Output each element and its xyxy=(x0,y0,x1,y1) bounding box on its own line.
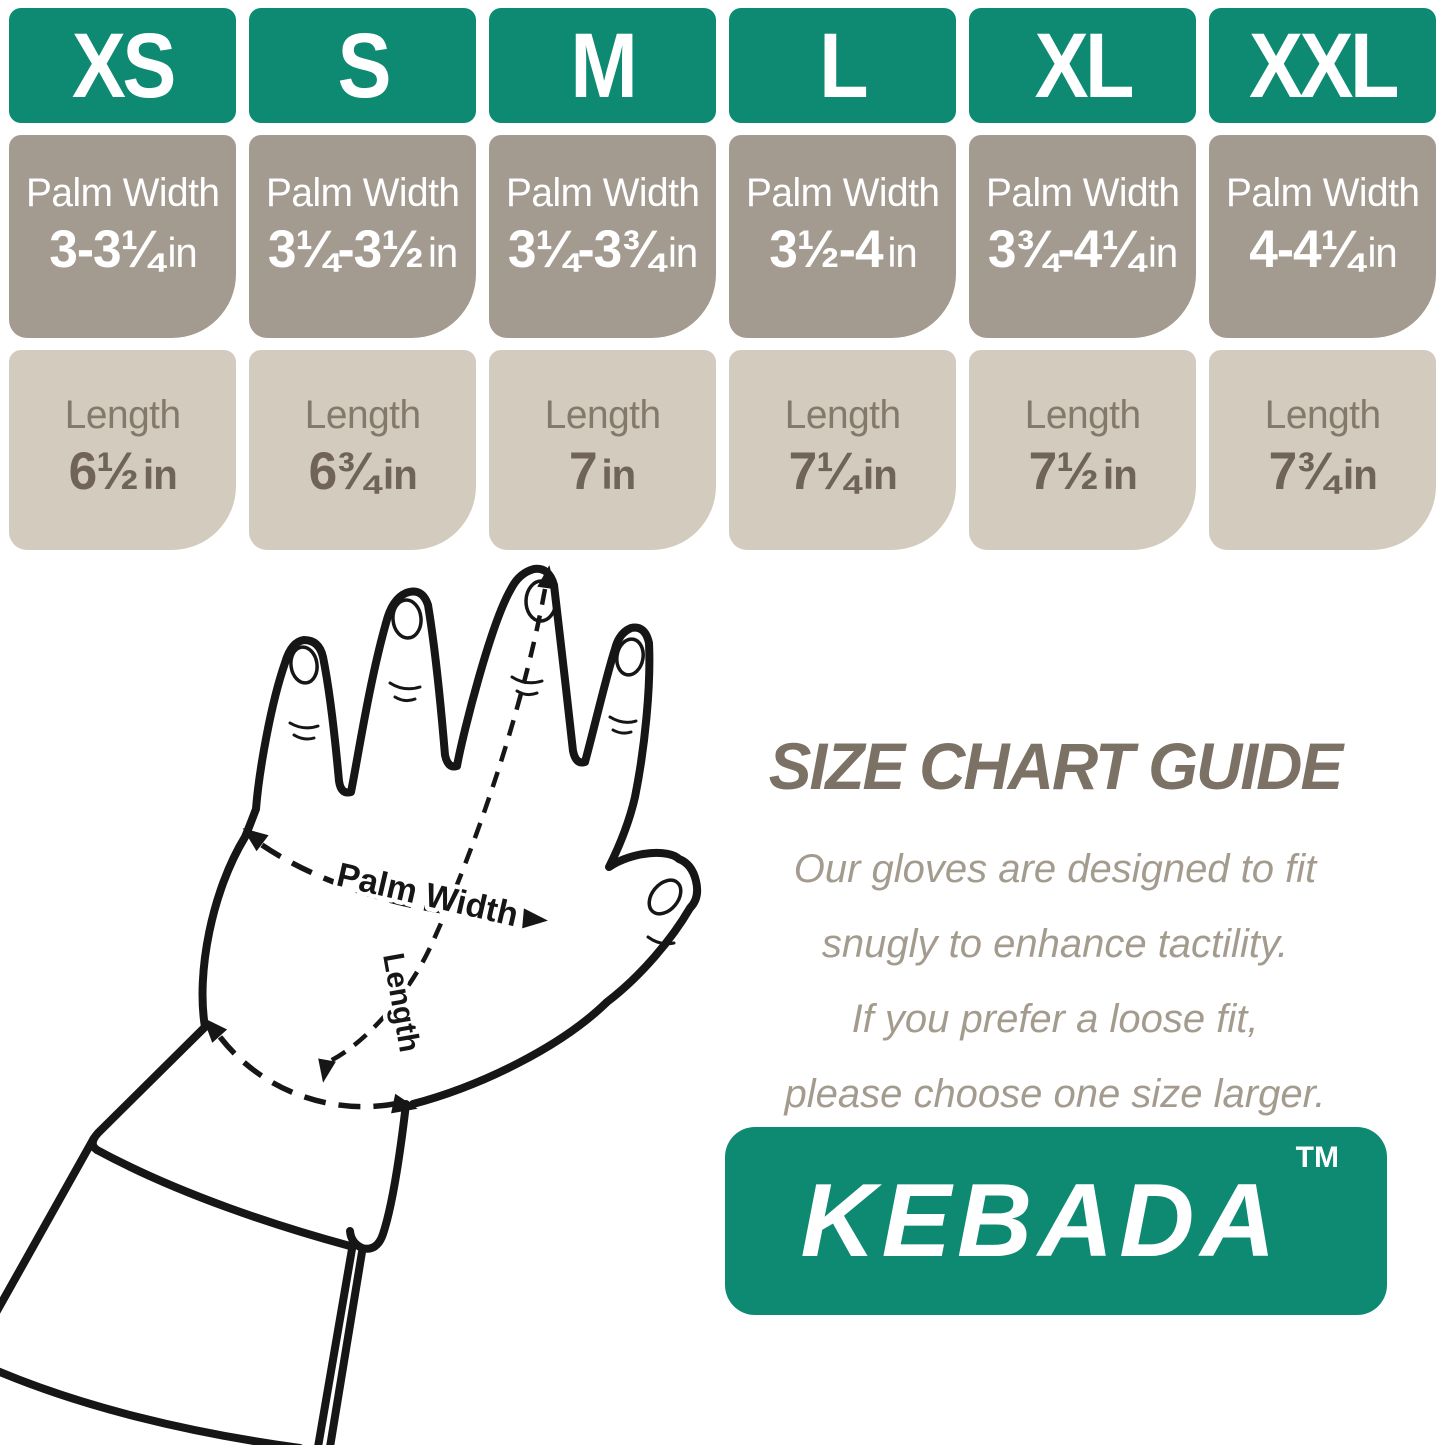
unit-label: in xyxy=(427,230,458,277)
unit-label: in xyxy=(1342,451,1378,498)
size-header-xxl: XXL xyxy=(1209,8,1436,123)
palm-range: 4-4¼ xyxy=(1248,220,1363,280)
unit-label: in xyxy=(1147,230,1178,277)
size-header-xl: XL xyxy=(969,8,1196,123)
length-cell-xs: Length 6½ in xyxy=(9,350,236,550)
knuckle-creases xyxy=(288,675,676,946)
palm-width-value: 3½-4 in xyxy=(768,220,917,281)
palm-width-label: Palm Width xyxy=(265,171,460,216)
length-measure-line xyxy=(318,565,556,1083)
size-table: XS S M L XL XXL Palm Width 3-3¼ in Palm W… xyxy=(9,8,1436,550)
length-value: 7 in xyxy=(569,441,637,503)
palm-width-cell-xs: Palm Width 3-3¼ in xyxy=(9,135,236,338)
size-header-m: M xyxy=(489,8,716,123)
palm-width-measure-line xyxy=(242,828,548,929)
length-number: 7¾ xyxy=(1268,441,1339,501)
hand-measurement-diagram: Palm Width Length xyxy=(0,555,730,1445)
length-label: Length xyxy=(544,392,661,437)
unit-label: in xyxy=(601,451,637,498)
brand-name: KEBADA xyxy=(800,1162,1282,1279)
palm-width-value: 3¼-3¾ in xyxy=(507,220,698,281)
size-header-label: M xyxy=(570,14,638,117)
length-cell-m: Length 7 in xyxy=(489,350,716,550)
palm-width-label: Palm Width xyxy=(25,171,220,216)
length-cell-l: Length 7¼ in xyxy=(729,350,956,550)
length-value: 7¼ in xyxy=(788,441,898,503)
length-label: Length xyxy=(784,392,901,437)
unit-label: in xyxy=(1102,451,1138,498)
length-number: 7½ xyxy=(1028,441,1099,501)
length-number: 6¾ xyxy=(308,441,379,501)
length-cell-xxl: Length 7¾ in xyxy=(1209,350,1436,550)
length-cell-s: Length 6¾ in xyxy=(249,350,476,550)
length-label: Length xyxy=(304,392,421,437)
length-label: Length xyxy=(64,392,181,437)
palm-width-label: Palm Width xyxy=(1225,171,1420,216)
size-header-xs: XS xyxy=(9,8,236,123)
palm-range: 3¼-3½ xyxy=(267,220,424,280)
size-header-l: L xyxy=(729,8,956,123)
palm-width-cell-xxl: Palm Width 4-4¼ in xyxy=(1209,135,1436,338)
size-header-label: L xyxy=(819,14,869,117)
length-label: Length xyxy=(1264,392,1381,437)
length-value: 6½ in xyxy=(68,441,178,503)
palm-width-cell-xl: Palm Width 3¾-4¼ in xyxy=(969,135,1196,338)
palm-range: 3½-4 xyxy=(768,220,883,280)
trademark-symbol: TM xyxy=(1295,1141,1339,1174)
palm-width-diagram-label: Palm Width xyxy=(333,856,522,935)
fingernails xyxy=(289,579,683,916)
length-value: 6¾ in xyxy=(308,441,418,503)
unit-label: in xyxy=(142,451,178,498)
wrist-measure-line xyxy=(202,1017,418,1114)
size-header-s: S xyxy=(249,8,476,123)
unit-label: in xyxy=(1366,230,1397,277)
guide-line: snugly to enhance tactility. xyxy=(821,922,1289,966)
unit-label: in xyxy=(667,230,698,277)
palm-width-cell-s: Palm Width 3¼-3½ in xyxy=(249,135,476,338)
guide-line: please choose one size larger. xyxy=(784,1072,1326,1116)
palm-width-value: 3¾-4¼ in xyxy=(987,220,1178,281)
guide-line: If you prefer a loose fit, xyxy=(851,997,1259,1041)
palm-width-value: 3-3¼ in xyxy=(48,220,197,281)
length-value: 7¾ in xyxy=(1268,441,1378,503)
unit-label: in xyxy=(862,451,898,498)
guide-title: SIZE CHART GUIDE xyxy=(768,729,1343,803)
unit-label: in xyxy=(382,451,418,498)
length-label: Length xyxy=(1024,392,1141,437)
palm-width-label: Palm Width xyxy=(745,171,940,216)
hand-outline xyxy=(0,564,702,1445)
palm-width-label: Palm Width xyxy=(985,171,1180,216)
length-number: 6½ xyxy=(68,441,139,501)
palm-width-value: 3¼-3½ in xyxy=(267,220,458,281)
size-header-label: XL xyxy=(1034,14,1134,117)
size-header-label: XS xyxy=(72,14,176,117)
palm-range: 3-3¼ xyxy=(48,220,163,280)
length-number: 7 xyxy=(569,441,598,501)
hand-diagram-svg: Palm Width Length xyxy=(0,564,702,1445)
palm-width-cell-l: Palm Width 3½-4 in xyxy=(729,135,956,338)
length-number: 7¼ xyxy=(788,441,859,501)
palm-range: 3¼-3¾ xyxy=(507,220,664,280)
size-header-label: XXL xyxy=(1249,14,1399,117)
palm-range: 3¾-4¼ xyxy=(987,220,1144,280)
size-header-label: S xyxy=(337,14,391,117)
guide-description: Our gloves are designed to fit snugly to… xyxy=(680,832,1430,1132)
palm-width-cell-m: Palm Width 3¼-3¾ in xyxy=(489,135,716,338)
guide-line: Our gloves are designed to fit xyxy=(793,847,1317,891)
palm-width-value: 4-4¼ in xyxy=(1248,220,1397,281)
length-diagram-label: Length xyxy=(376,950,426,1054)
length-value: 7½ in xyxy=(1028,441,1138,503)
unit-label: in xyxy=(886,230,917,277)
unit-label: in xyxy=(166,230,197,277)
length-cell-xl: Length 7½ in xyxy=(969,350,1196,550)
palm-width-label: Palm Width xyxy=(505,171,700,216)
brand-logo: KEBADA TM xyxy=(725,1127,1387,1315)
